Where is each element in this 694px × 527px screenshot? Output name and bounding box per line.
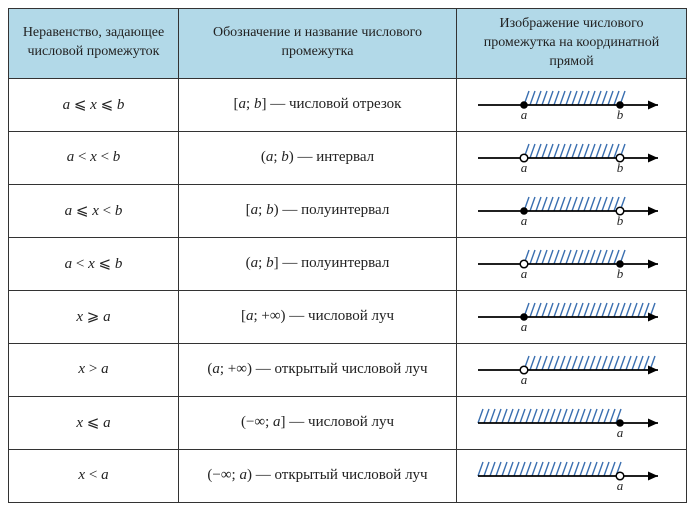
cell-notation: (−∞; a] — числовой луч [179,396,457,449]
table-row: x ⩾ a[a; +∞) — числовой луч a [9,290,687,343]
cell-diagram: ab [457,78,687,131]
cell-inequality: a < x < b [9,131,179,184]
cell-inequality: a < x ⩽ b [9,237,179,290]
header-notation: Обозначение и название числового промежу… [179,9,457,79]
cell-notation: (a; b) — интервал [179,131,457,184]
svg-text:a: a [520,213,527,228]
table-row: x > a(a; +∞) — открытый числовой луч a [9,343,687,396]
cell-diagram: a [457,343,687,396]
cell-inequality: a ⩽ x < b [9,184,179,237]
svg-text:b: b [616,266,623,281]
svg-text:b: b [616,160,623,175]
svg-text:b: b [616,213,623,228]
cell-diagram: a [457,290,687,343]
svg-text:a: a [616,478,623,493]
table-row: a ⩽ x < b[a; b) — полуинтервалab [9,184,687,237]
cell-diagram: a [457,449,687,502]
cell-notation: [a; b] — числовой отрезок [179,78,457,131]
svg-text:a: a [616,425,623,440]
svg-text:a: a [520,266,527,281]
cell-inequality: x < a [9,449,179,502]
cell-diagram: ab [457,131,687,184]
svg-text:a: a [520,319,527,334]
cell-inequality: a ⩽ x ⩽ b [9,78,179,131]
header-inequality: Неравенство, задающее числовой промежуто… [9,9,179,79]
table-row: a < x ⩽ b(a; b] — полуинтервалab [9,237,687,290]
header-row: Неравенство, задающее числовой промежуто… [9,9,687,79]
cell-notation: [a; +∞) — числовой луч [179,290,457,343]
cell-notation: (a; +∞) — открытый числовой луч [179,343,457,396]
cell-inequality: x ⩾ a [9,290,179,343]
svg-text:b: b [616,107,623,122]
table-row: x < a(−∞; a) — открытый числовой луч a [9,449,687,502]
cell-inequality: x > a [9,343,179,396]
svg-text:a: a [520,107,527,122]
cell-inequality: x ⩽ a [9,396,179,449]
cell-diagram: a [457,396,687,449]
table-row: x ⩽ a(−∞; a] — числовой луч a [9,396,687,449]
svg-text:a: a [520,160,527,175]
svg-text:a: a [520,372,527,387]
cell-notation: (a; b] — полуинтервал [179,237,457,290]
cell-diagram: ab [457,237,687,290]
intervals-table: Неравенство, задающее числовой промежуто… [8,8,687,503]
cell-diagram: ab [457,184,687,237]
cell-notation: [a; b) — полуинтервал [179,184,457,237]
header-diagram: Изображение числового промежутка на коор… [457,9,687,79]
table-row: a < x < b(a; b) — интервалab [9,131,687,184]
cell-notation: (−∞; a) — открытый числовой луч [179,449,457,502]
table-row: a ⩽ x ⩽ b[a; b] — числовой отрезокab [9,78,687,131]
